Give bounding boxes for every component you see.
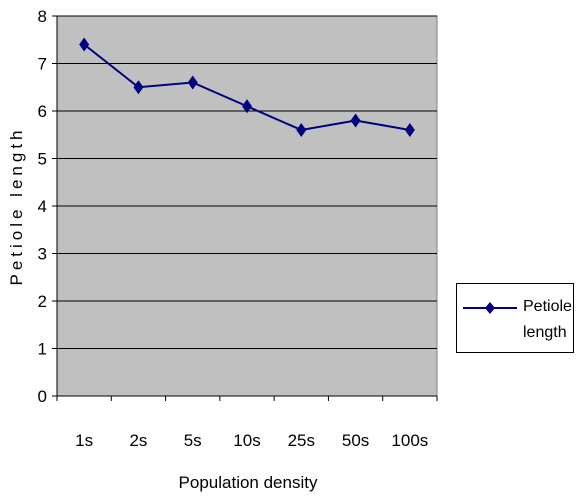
y-tick-label: 0: [38, 387, 47, 406]
legend: Petiole length: [456, 283, 574, 353]
y-tick-label: 3: [38, 245, 47, 264]
x-axis-title: Population density: [179, 473, 318, 492]
y-tick-label: 6: [38, 102, 47, 121]
marker: [350, 113, 361, 128]
x-tick-label: 2s: [129, 431, 147, 450]
x-tick-label: 1s: [75, 431, 93, 450]
marker: [79, 37, 90, 52]
legend-label: Petiole length: [523, 298, 572, 341]
x-tick-label: 5s: [184, 431, 202, 450]
y-tick-label: 7: [38, 55, 47, 74]
y-tick-label: 5: [38, 150, 47, 169]
y-axis-title: Petiole length: [7, 126, 26, 285]
x-tick-label: 10s: [233, 431, 260, 450]
y-tick-label: 1: [38, 340, 47, 359]
marker: [187, 75, 198, 90]
x-tick-label: 100s: [391, 431, 428, 450]
marker: [242, 99, 252, 114]
marker: [404, 123, 415, 137]
marker: [133, 80, 144, 95]
y-tick-label: 4: [38, 197, 47, 216]
y-tick-label: 2: [38, 292, 47, 311]
marker: [296, 123, 307, 137]
x-tick-label: 50s: [342, 431, 369, 450]
x-tick-label: 25s: [288, 431, 315, 450]
y-tick-label: 8: [38, 7, 47, 26]
legend-marker: [463, 302, 517, 314]
